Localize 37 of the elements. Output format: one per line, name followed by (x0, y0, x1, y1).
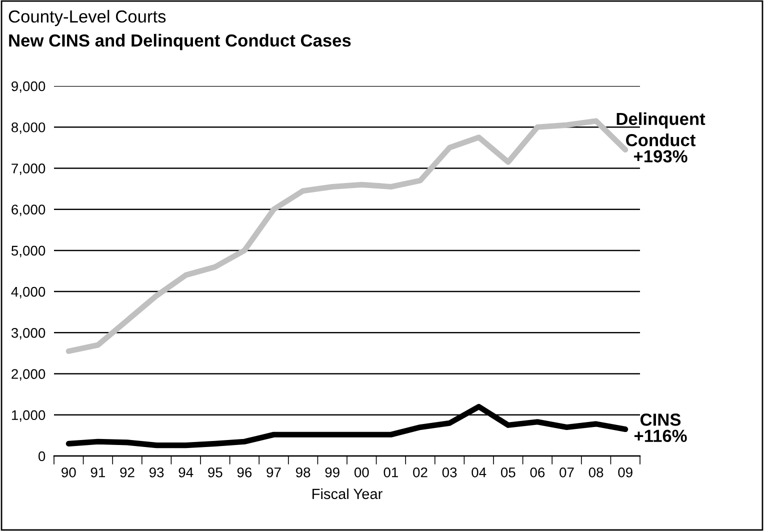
x-axis-title: Fiscal Year (312, 488, 382, 500)
x-tick-label: 06 (530, 467, 545, 478)
y-tick-label: 1,000 (12, 410, 46, 422)
x-tick-label: 00 (354, 467, 369, 478)
x-tick-label: 98 (296, 467, 310, 478)
series-label: CINS (640, 414, 681, 426)
x-tick-label: 04 (472, 467, 486, 478)
series-label: Delinquent Conduct (616, 112, 706, 146)
chart-subtitle: County-Level Courts (8, 10, 166, 26)
annotation: +193% (634, 150, 688, 162)
x-tick-label: 94 (178, 467, 194, 478)
y-tick-label: 3,000 (11, 328, 46, 340)
y-tick-label: 0 (38, 451, 46, 462)
x-tick-label: 93 (149, 467, 164, 478)
x-tick-label: 91 (90, 467, 105, 478)
x-tick-label: 97 (266, 467, 281, 478)
y-tick-label: 5,000 (11, 246, 46, 258)
x-tick-label: 02 (413, 467, 428, 478)
x-tick-label: 05 (500, 467, 516, 478)
y-tick-label: 7,000 (12, 164, 46, 176)
x-tick-label: 07 (560, 467, 574, 478)
x-tick-label: 08 (588, 467, 604, 478)
x-tick-label: 90 (62, 467, 76, 478)
chart-title: New CINS and Delinquent Conduct Cases (9, 34, 351, 50)
y-tick-label: 4,000 (11, 286, 46, 298)
x-tick-label: 92 (120, 467, 134, 478)
y-tick-label: 9,000 (12, 81, 46, 93)
y-tick-label: 2,000 (12, 369, 46, 381)
x-tick-label: 09 (618, 467, 632, 478)
annotation: +116% (634, 430, 687, 442)
x-tick-label: 03 (442, 467, 457, 478)
y-tick-label: 6,000 (12, 204, 46, 216)
x-tick-label: 01 (384, 467, 398, 478)
y-tick-label: 8,000 (12, 122, 46, 134)
x-tick-label: 95 (208, 467, 222, 478)
x-tick-label: 96 (237, 467, 252, 478)
x-tick-label: 99 (325, 467, 340, 478)
